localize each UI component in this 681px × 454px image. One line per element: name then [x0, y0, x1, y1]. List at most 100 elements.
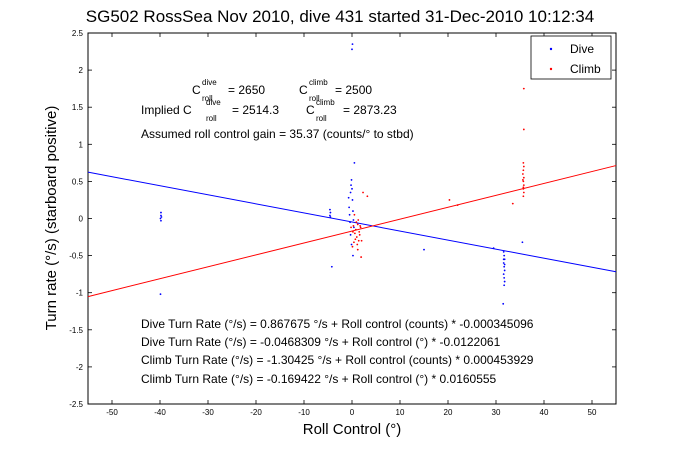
data-point-dive: [349, 191, 352, 194]
data-point-dive: [503, 276, 506, 279]
data-point-climb: [522, 191, 525, 194]
y-tick-label: -2.5: [69, 400, 83, 409]
data-points: [159, 43, 525, 305]
data-point-climb: [353, 232, 356, 235]
data-point-dive: [502, 258, 505, 261]
implied-c-dive-superscript: dive: [206, 98, 221, 107]
data-point-climb: [354, 238, 357, 241]
c-dive-symbol: C: [192, 83, 201, 97]
data-point-climb: [521, 173, 524, 175]
data-point-dive: [160, 211, 162, 214]
data-point-dive: [160, 219, 162, 222]
data-point-climb: [522, 186, 525, 189]
data-point-climb: [362, 191, 364, 194]
data-point-climb: [360, 256, 363, 258]
data-point-climb: [351, 245, 354, 248]
data-point-dive: [503, 263, 506, 266]
y-axis-ticks: -2.5 -2 -1.5 -1 -0.5 0 0.5 1 1.5 2 2.5: [69, 29, 616, 409]
data-point-dive: [349, 233, 352, 236]
data-point-climb: [522, 176, 525, 179]
data-point-dive: [351, 199, 354, 201]
data-point-dive: [423, 248, 425, 251]
c-climb-symbol: C: [299, 83, 308, 97]
data-point-dive: [502, 262, 505, 264]
chart-title: SG502 RossSea Nov 2010, dive 431 started…: [86, 7, 594, 26]
data-point-dive: [160, 214, 162, 217]
data-point-dive: [347, 196, 350, 199]
data-point-dive: [353, 161, 356, 164]
y-tick-label: 2.5: [72, 29, 84, 38]
data-point-climb: [366, 195, 369, 198]
data-point-climb: [352, 230, 354, 233]
x-tick-label: 50: [588, 408, 597, 417]
x-tick-label: -30: [202, 408, 214, 417]
data-point-dive: [502, 302, 505, 305]
data-point-dive: [159, 217, 162, 220]
data-point-dive: [330, 265, 333, 268]
y-tick-label: 2: [79, 66, 84, 75]
legend-label-climb: Climb: [570, 62, 601, 76]
data-point-dive: [503, 280, 506, 283]
data-point-climb: [522, 180, 525, 183]
data-point-climb: [357, 239, 360, 242]
implied-c-dive-subscript: roll: [206, 114, 217, 123]
data-point-dive: [329, 208, 331, 211]
data-point-dive: [329, 216, 332, 218]
y-axis-label: Turn rate (°/s) (starboard positive): [43, 106, 60, 331]
data-point-climb: [522, 184, 525, 187]
fit-line-climb: [87, 165, 617, 298]
data-point-climb: [356, 243, 359, 246]
data-point-climb: [521, 179, 524, 181]
data-point-dive: [503, 265, 506, 268]
legend-marker-dive: [549, 47, 553, 51]
fit-line-dive: [87, 171, 617, 273]
data-point-climb: [358, 233, 361, 236]
data-point-climb: [522, 169, 525, 172]
data-point-climb: [355, 236, 358, 238]
y-tick-label: -0.5: [69, 252, 83, 261]
legend-label-dive: Dive: [570, 42, 594, 56]
data-point-dive: [348, 213, 351, 216]
implied-c-climb-value: = 2873.23: [343, 103, 397, 117]
equation-climb-degrees: Climb Turn Rate (°/s) = -0.169422 °/s + …: [141, 372, 497, 386]
plot-area: [87, 32, 617, 405]
data-point-dive: [352, 254, 354, 257]
c-climb-subscript: roll: [309, 94, 320, 103]
data-point-dive: [492, 247, 495, 250]
x-tick-label: -10: [298, 408, 310, 417]
data-point-dive: [329, 211, 332, 214]
fit-lines: [87, 165, 617, 298]
data-point-climb: [353, 241, 355, 244]
data-point-climb: [359, 226, 362, 229]
y-tick-label: -1: [76, 289, 84, 298]
data-point-dive: [329, 214, 331, 217]
data-point-dive: [160, 216, 163, 218]
implied-c-climb-superscript: climb: [316, 98, 335, 107]
data-point-climb: [456, 204, 459, 207]
data-point-dive: [352, 219, 355, 221]
data-point-climb: [350, 226, 352, 229]
data-point-dive: [502, 273, 505, 276]
data-point-climb: [358, 230, 361, 233]
x-tick-label: 20: [444, 408, 453, 417]
x-tick-label: -50: [106, 408, 118, 417]
data-point-climb: [353, 213, 356, 216]
implied-c-climb-symbol: C: [306, 103, 315, 117]
data-point-dive: [503, 254, 506, 257]
x-tick-label: -40: [154, 408, 166, 417]
data-point-dive: [350, 184, 352, 187]
data-point-dive: [351, 187, 353, 190]
data-point-climb: [352, 225, 355, 227]
implied-c-climb-subscript: roll: [316, 114, 327, 123]
data-point-dive: [349, 221, 351, 224]
data-point-climb: [359, 225, 362, 227]
data-point-dive: [503, 269, 506, 272]
x-tick-label: 30: [492, 408, 501, 417]
c-dive-subscript: roll: [202, 94, 213, 103]
data-point-climb: [356, 248, 359, 251]
data-point-climb: [522, 195, 525, 198]
roll-gain-note: Assumed roll control gain = 35.37 (count…: [141, 127, 414, 141]
data-point-dive: [521, 241, 524, 244]
data-point-dive: [503, 284, 506, 287]
